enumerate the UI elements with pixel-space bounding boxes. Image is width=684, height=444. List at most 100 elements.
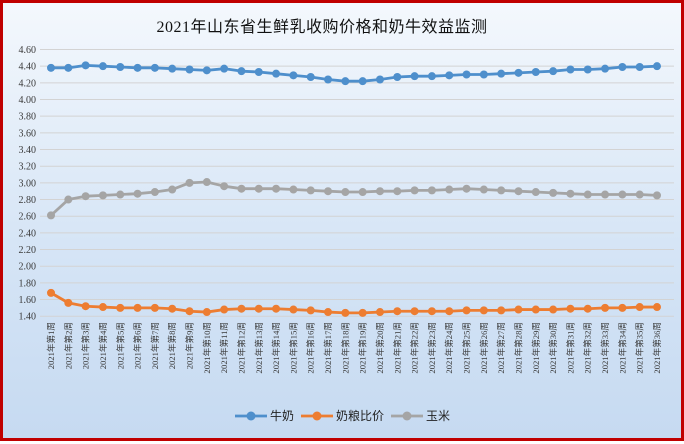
series-line-奶粮比价 <box>50 291 657 315</box>
data-point <box>375 187 384 196</box>
data-point <box>566 65 575 74</box>
legend-marker <box>391 411 423 420</box>
data-point <box>341 77 350 86</box>
data-point <box>254 184 263 193</box>
data-point <box>462 70 471 79</box>
data-point <box>150 303 159 312</box>
data-point <box>410 72 419 81</box>
x-axis-tick-label: 2021年第14周 <box>270 322 281 374</box>
data-point <box>306 186 315 195</box>
data-point <box>133 189 142 198</box>
y-axis-tick-label: 4.00 <box>19 95 37 106</box>
y-axis-tick-label: 1.40 <box>19 312 37 323</box>
data-point <box>341 188 350 197</box>
y-axis-tick-label: 3.60 <box>19 128 37 139</box>
x-axis-tick-label: 2021年第36周 <box>651 322 662 374</box>
chart-title: 2021年山东省生鲜乳收购价格和奶牛效益监测 <box>156 19 488 36</box>
legend-marker <box>300 411 333 420</box>
data-point <box>289 185 298 194</box>
data-point <box>254 304 263 313</box>
data-point <box>98 62 107 71</box>
x-axis-tick-label: 2021年第20周 <box>374 322 385 374</box>
data-point <box>462 184 471 193</box>
data-point <box>375 308 384 317</box>
y-axis-tick-label: 3.80 <box>19 112 37 123</box>
data-point <box>64 298 73 307</box>
data-point <box>653 303 661 312</box>
legend-item-奶粮比价: 奶粮比价 <box>300 407 384 424</box>
data-point <box>549 188 558 197</box>
data-point <box>81 302 90 311</box>
data-point <box>358 77 367 86</box>
data-point <box>514 187 523 196</box>
x-axis-tick-label: 2021年第29周 <box>530 322 541 374</box>
data-point <box>185 178 194 187</box>
data-point <box>479 185 488 194</box>
y-axis-tick-label: 4.60 <box>19 45 37 56</box>
data-point <box>497 186 506 195</box>
x-axis-tick-label: 2021年第30周 <box>547 322 558 374</box>
data-point <box>531 305 540 314</box>
data-point <box>185 65 194 74</box>
x-axis-tick-label: 2021年第4周 <box>97 322 108 369</box>
chart-legend: 牛奶 奶粮比价 玉米 <box>3 407 681 424</box>
data-point <box>427 186 436 195</box>
x-axis-tick-label: 2021年第35周 <box>634 322 645 374</box>
data-point <box>531 68 540 77</box>
legend-label: 玉米 <box>426 409 451 423</box>
data-point <box>549 305 558 314</box>
x-axis-tick-label: 2021年第5周 <box>114 322 125 369</box>
y-axis-tick-label: 2.40 <box>19 228 37 239</box>
data-point <box>427 72 436 81</box>
series-line-玉米 <box>50 180 658 217</box>
y-axis-tick-label: 2.80 <box>19 195 37 206</box>
data-point <box>220 182 229 191</box>
data-point <box>358 308 367 317</box>
data-point <box>635 190 644 199</box>
data-point <box>358 188 367 197</box>
x-axis-tick-label: 2021年第24周 <box>443 322 454 374</box>
data-point <box>601 190 610 199</box>
data-point <box>133 63 142 72</box>
data-point <box>618 63 627 72</box>
data-point <box>220 64 229 73</box>
data-point <box>168 64 177 73</box>
data-point <box>583 304 592 313</box>
data-point <box>202 178 211 187</box>
data-point <box>410 186 419 195</box>
data-point <box>168 304 177 313</box>
data-point <box>254 68 263 77</box>
data-point <box>635 63 644 72</box>
legend-label: 牛奶 <box>269 409 294 423</box>
data-point <box>324 187 333 196</box>
data-point <box>341 308 350 317</box>
data-point <box>445 71 454 80</box>
x-axis-tick-label: 2021年第9周 <box>184 322 195 369</box>
data-point <box>289 305 298 314</box>
x-axis-tick-label: 2021年第13周 <box>253 322 264 374</box>
data-point <box>306 306 315 315</box>
data-point <box>375 75 384 84</box>
data-point <box>64 195 73 204</box>
data-point <box>566 189 575 198</box>
data-point <box>202 66 211 75</box>
data-point <box>393 73 402 82</box>
data-point <box>64 63 73 72</box>
x-axis-tick-label: 2021年第2周 <box>62 322 73 369</box>
data-point <box>98 191 107 200</box>
x-axis-tick-label: 2021年第25周 <box>461 322 472 374</box>
data-point <box>479 306 488 315</box>
data-point <box>185 307 194 316</box>
data-point <box>116 63 125 72</box>
data-point <box>116 303 125 312</box>
data-point <box>237 67 246 76</box>
data-point <box>150 63 159 72</box>
data-point <box>168 185 177 194</box>
data-point <box>133 303 142 312</box>
data-point <box>445 307 454 316</box>
data-point <box>202 308 211 317</box>
data-point <box>393 307 402 316</box>
data-point <box>324 75 333 84</box>
x-axis-tick-label: 2021年第21周 <box>391 322 402 374</box>
